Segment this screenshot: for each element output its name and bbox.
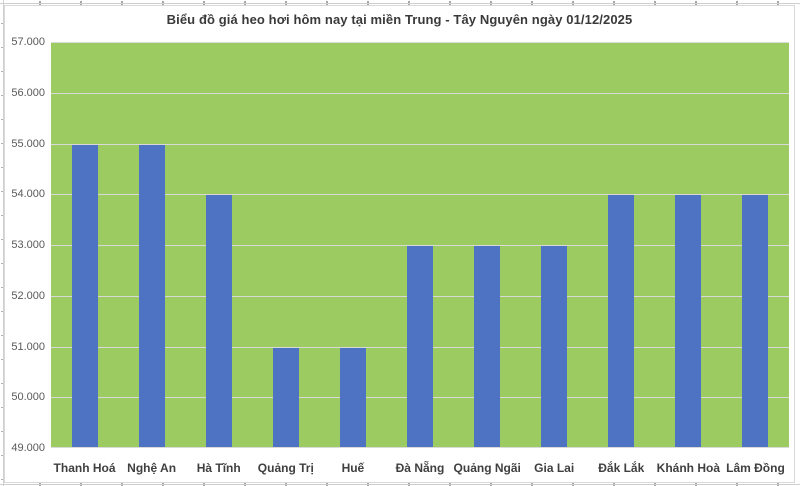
spreadsheet-column-ticks-bottom — [0, 481, 800, 486]
y-axis-tick-label: 57.000 — [11, 36, 45, 48]
bar-6[interactable] — [407, 246, 433, 448]
x-axis-category-label: Đắk Lắk — [598, 461, 645, 475]
x-axis-category-label: Lâm Đồng — [726, 461, 785, 475]
y-axis-tick-label: 56.000 — [11, 86, 45, 99]
chart-object[interactable]: Biểu đồ giá heo hơi hôm nay tại miền Tru… — [4, 5, 795, 483]
x-axis-category-label: Thanh Hoá — [53, 461, 116, 475]
y-axis-tick-label: 54.000 — [11, 188, 45, 201]
x-axis-category-label: Đà Nẵng — [395, 461, 445, 475]
bar-10[interactable] — [675, 195, 702, 448]
spreadsheet-gridline-top — [0, 3, 800, 4]
gridline — [51, 92, 789, 94]
y-axis-tick-label: 55.000 — [11, 137, 45, 150]
bar-1[interactable] — [71, 144, 98, 448]
gridline — [51, 194, 789, 196]
y-axis-tick-label: 51.000 — [11, 340, 45, 353]
x-axis-category-label: Khánh Hoà — [656, 461, 721, 475]
gridline — [51, 143, 789, 145]
chart-title: Biểu đồ giá heo hơi hôm nay tại miền Tru… — [166, 12, 633, 27]
bar-5[interactable] — [339, 347, 366, 448]
y-axis-tick-label: 49.000 — [11, 442, 45, 454]
bar-11[interactable] — [742, 195, 769, 448]
x-axis-category-label: Quảng Ngãi — [453, 461, 521, 475]
y-axis-tick-label: 50.000 — [11, 391, 45, 404]
bar-8[interactable] — [541, 246, 568, 448]
y-axis-tick-label: 53.000 — [11, 239, 45, 251]
x-axis-category-label: Huế — [341, 461, 365, 475]
x-axis-line — [51, 447, 789, 448]
x-axis-category-label: Gia Lai — [534, 461, 575, 475]
plot-area — [51, 42, 789, 448]
bar-2[interactable] — [138, 144, 165, 448]
bar-9[interactable] — [608, 195, 635, 448]
bar-7[interactable] — [474, 246, 501, 448]
bar-4[interactable] — [272, 347, 299, 448]
x-axis-category-label: Quảng Trị — [257, 461, 314, 475]
spreadsheet-gridline-left — [3, 0, 4, 486]
gridline — [51, 245, 789, 246]
spreadsheet-gridline-bottom — [0, 484, 800, 485]
gridline — [51, 42, 789, 43]
x-axis-category-label: Nghệ An — [127, 461, 177, 475]
x-axis-category-label: Hà Tĩnh — [196, 461, 241, 475]
y-axis-tick-label: 52.000 — [11, 289, 45, 302]
bar-3[interactable] — [205, 195, 232, 448]
